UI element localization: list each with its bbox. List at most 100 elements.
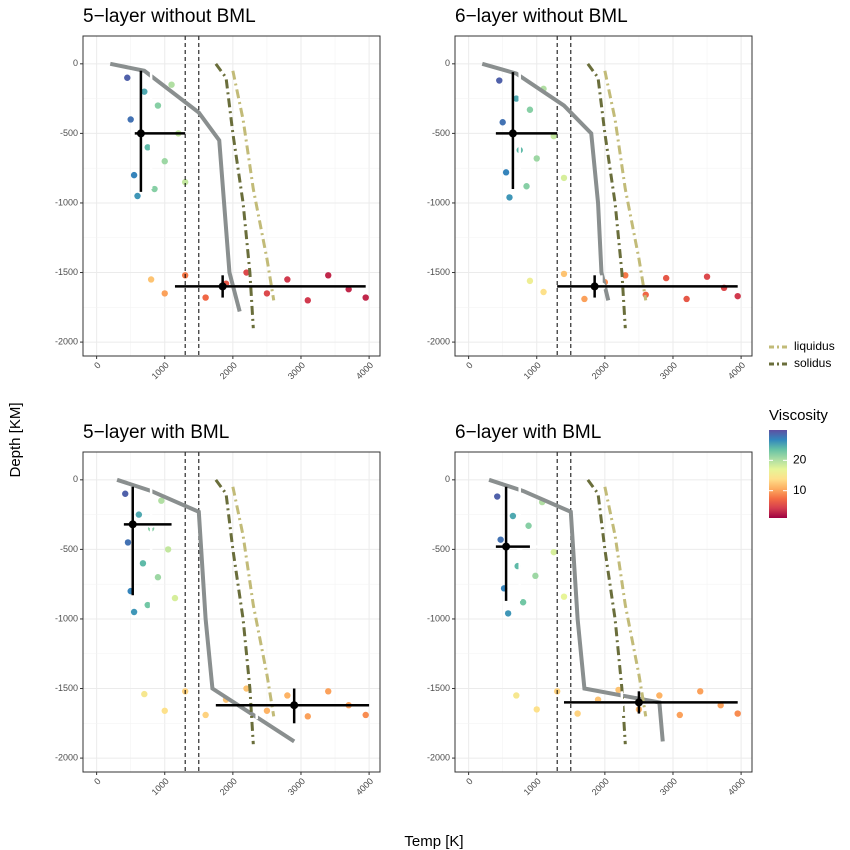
phase-line	[603, 70, 648, 301]
geotherm	[481, 61, 611, 301]
phase-line	[214, 62, 255, 329]
point	[581, 295, 588, 303]
point	[151, 185, 158, 193]
y-tick-label: 0	[445, 474, 450, 484]
point	[130, 608, 138, 616]
point	[154, 102, 162, 109]
point	[550, 548, 557, 556]
y-tick-label: -1500	[55, 683, 78, 693]
y-tick-label: -1500	[427, 267, 450, 277]
y-tick-label: -1000	[55, 197, 78, 207]
y-tick-label: -2000	[427, 752, 450, 762]
error-center	[218, 282, 227, 291]
point	[263, 707, 271, 714]
y-tick-label: -500	[432, 128, 450, 138]
phase-line	[231, 70, 276, 301]
point	[560, 593, 568, 600]
error-center	[128, 520, 137, 529]
plot-border	[82, 35, 381, 357]
error-center	[634, 698, 643, 707]
point	[560, 174, 568, 182]
y-tick-label: -500	[432, 544, 450, 554]
error-center	[508, 129, 517, 138]
colorbar-tick-label: 20	[793, 453, 807, 467]
point	[147, 276, 155, 283]
point	[161, 158, 168, 165]
error-center	[502, 542, 511, 551]
y-tick-label: -2000	[55, 336, 78, 346]
point	[130, 171, 138, 179]
point	[734, 292, 741, 300]
y-tick-label: 0	[73, 474, 78, 484]
point	[161, 707, 168, 714]
legend-label: solidus	[794, 356, 831, 370]
x-tick-label: 0	[92, 360, 103, 371]
point	[526, 106, 534, 113]
point	[243, 269, 250, 276]
error-center	[290, 701, 299, 710]
point	[139, 560, 147, 567]
point	[499, 119, 506, 126]
y-tick-label: -1000	[55, 613, 78, 623]
point	[144, 601, 151, 609]
y-tick-label: -1000	[427, 197, 450, 207]
y-tick-label: -1500	[427, 683, 450, 693]
point	[284, 276, 291, 283]
point	[122, 490, 129, 497]
geotherm	[116, 477, 296, 744]
point	[362, 294, 369, 301]
point	[502, 169, 510, 176]
plot-border	[82, 451, 381, 773]
point	[523, 183, 530, 190]
panel-title: 6−layer without BML	[455, 6, 628, 27]
panel-title: 5−layer with BML	[83, 422, 229, 443]
panel-title: 5−layer without BML	[83, 6, 256, 27]
point	[284, 692, 291, 699]
point	[161, 290, 168, 297]
point	[141, 690, 148, 698]
phase-line	[586, 62, 627, 329]
point	[513, 95, 520, 102]
point	[540, 288, 547, 296]
plot-area	[83, 36, 380, 356]
point	[135, 511, 143, 518]
point	[164, 546, 172, 553]
y-axis-label: Depth [KM]	[7, 402, 24, 477]
point	[532, 572, 539, 580]
point	[533, 155, 540, 162]
point	[574, 710, 581, 717]
point	[168, 81, 175, 88]
point	[263, 290, 271, 297]
point	[533, 706, 540, 713]
colorbar-title: Viscosity	[769, 407, 828, 424]
plot-border	[454, 451, 753, 773]
point	[525, 522, 532, 529]
point	[127, 116, 134, 123]
point	[662, 274, 670, 282]
x-tick-label: 0	[464, 360, 475, 371]
point	[158, 497, 165, 504]
point	[697, 688, 704, 695]
point	[676, 711, 683, 719]
point	[304, 713, 311, 720]
point	[513, 692, 520, 699]
point	[497, 536, 504, 543]
y-tick-label: -500	[60, 128, 78, 138]
y-tick-label: 0	[445, 58, 450, 68]
y-tick-label: -1500	[55, 267, 78, 277]
plot-area	[455, 452, 752, 772]
point	[325, 272, 332, 279]
point	[144, 144, 151, 151]
point	[683, 295, 690, 303]
error-center	[136, 129, 145, 138]
y-tick-label: -2000	[427, 336, 450, 346]
point	[141, 88, 148, 95]
point	[202, 294, 209, 301]
point	[181, 178, 189, 186]
point	[509, 512, 517, 520]
point	[703, 273, 711, 280]
point	[243, 685, 250, 692]
point	[494, 493, 501, 500]
x-tick-label: 0	[464, 776, 475, 787]
